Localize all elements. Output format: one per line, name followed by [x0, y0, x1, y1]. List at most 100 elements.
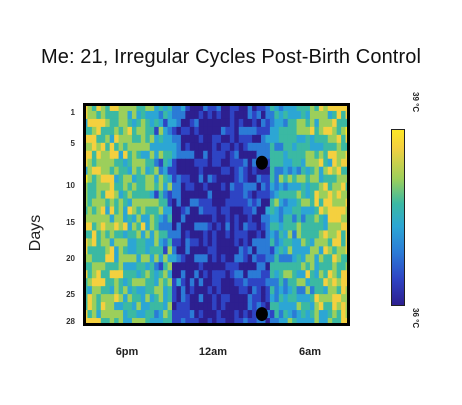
heatmap-cell — [207, 206, 213, 216]
heatmap-cell — [131, 262, 137, 271]
heatmap-cell — [327, 190, 333, 200]
heatmap-cell — [225, 134, 231, 144]
heatmap-cell — [238, 318, 244, 326]
heatmap-cell — [318, 294, 324, 303]
heatmap-cell — [283, 198, 289, 208]
heatmap-cell — [305, 174, 311, 184]
heatmap-cell — [341, 190, 347, 200]
heatmap-cell — [118, 238, 124, 247]
heatmap-cell — [309, 142, 315, 152]
heatmap-cell — [180, 214, 186, 224]
heatmap-cell — [345, 278, 350, 287]
heatmap-cell — [341, 262, 347, 271]
heatmap-cell — [91, 238, 97, 247]
heatmap-cell — [189, 294, 195, 303]
heatmap-cell — [318, 158, 324, 168]
heatmap-cell — [172, 254, 178, 263]
heatmap-cell — [336, 142, 342, 152]
heatmap-cell — [296, 190, 302, 200]
heatmap-cell — [109, 150, 115, 160]
heatmap-cell — [216, 206, 222, 216]
heatmap-cell — [252, 126, 258, 136]
heatmap-cell — [318, 230, 324, 239]
heatmap-cell — [252, 246, 258, 255]
heatmap-cell — [225, 222, 231, 232]
heatmap-cell — [234, 318, 240, 326]
heatmap-cell — [198, 246, 204, 255]
heatmap-cell — [185, 230, 191, 239]
heatmap-cell — [176, 286, 182, 295]
heatmap-cell — [287, 310, 293, 319]
heatmap-cell — [323, 182, 329, 192]
heatmap-cell — [292, 238, 298, 247]
heatmap-cell — [323, 254, 329, 263]
heatmap-cell — [194, 190, 200, 200]
heatmap-cell — [318, 206, 324, 216]
heatmap-cell — [198, 182, 204, 192]
heatmap-cell — [309, 262, 315, 271]
heatmap-cell — [212, 158, 218, 168]
heatmap-cell — [278, 134, 284, 144]
heatmap-cell — [238, 142, 244, 152]
heatmap-cell — [114, 142, 120, 152]
heatmap-cell — [314, 302, 320, 311]
heatmap-cell — [149, 286, 155, 295]
heatmap-cell — [216, 158, 222, 168]
heatmap-cell — [194, 142, 200, 152]
heatmap-cell — [194, 230, 200, 239]
heatmap-cell — [261, 278, 267, 287]
heatmap-cell — [109, 286, 115, 295]
heatmap-cell — [194, 262, 200, 271]
heatmap-cell — [131, 142, 137, 152]
heatmap-cell — [131, 103, 137, 112]
heatmap-cell — [203, 206, 209, 216]
heatmap-cell — [278, 166, 284, 176]
heatmap-cell — [296, 142, 302, 152]
heatmap-cell — [203, 198, 209, 208]
heatmap-cell — [287, 294, 293, 303]
heatmap-cell — [229, 246, 235, 255]
heatmap-cell — [158, 206, 164, 216]
heatmap-cell — [229, 166, 235, 176]
heatmap-cell — [114, 238, 120, 247]
heatmap-cell — [105, 118, 111, 128]
heatmap-cell — [336, 230, 342, 239]
heatmap-cell — [296, 278, 302, 287]
heatmap-cell — [216, 134, 222, 144]
heatmap-cell — [118, 230, 124, 239]
heatmap-cell — [323, 174, 329, 184]
heatmap-cell — [167, 270, 173, 279]
heatmap-cell — [118, 246, 124, 255]
heatmap-cell — [118, 166, 124, 176]
heatmap-cell — [158, 182, 164, 192]
heatmap-cell — [127, 166, 133, 176]
heatmap-cell — [149, 118, 155, 128]
heatmap-cell — [109, 294, 115, 303]
heatmap-cell — [87, 286, 93, 295]
heatmap-cell — [163, 230, 169, 239]
heatmap-cell — [87, 110, 93, 120]
heatmap-cell — [265, 230, 271, 239]
heatmap-cell — [332, 254, 338, 263]
heatmap-cell — [185, 118, 191, 128]
heatmap-cell — [238, 190, 244, 200]
heatmap-cell — [336, 190, 342, 200]
heatmap-cell — [287, 286, 293, 295]
heatmap-cell — [154, 254, 160, 263]
heatmap-cell — [87, 174, 93, 184]
heatmap-cell — [140, 238, 146, 247]
heatmap-cell — [292, 110, 298, 120]
heatmap-cell — [292, 174, 298, 184]
heatmap-cell — [198, 142, 204, 152]
heatmap-cell — [243, 198, 249, 208]
heatmap-cell — [265, 214, 271, 224]
heatmap-cell — [274, 214, 280, 224]
heatmap-cell — [274, 126, 280, 136]
heatmap-cell — [105, 246, 111, 255]
heatmap-cell — [234, 150, 240, 160]
heatmap-cell — [261, 142, 267, 152]
heatmap-cell — [323, 214, 329, 224]
heatmap-cell — [131, 150, 137, 160]
heatmap-cell — [100, 230, 106, 239]
heatmap-cell — [163, 318, 169, 326]
